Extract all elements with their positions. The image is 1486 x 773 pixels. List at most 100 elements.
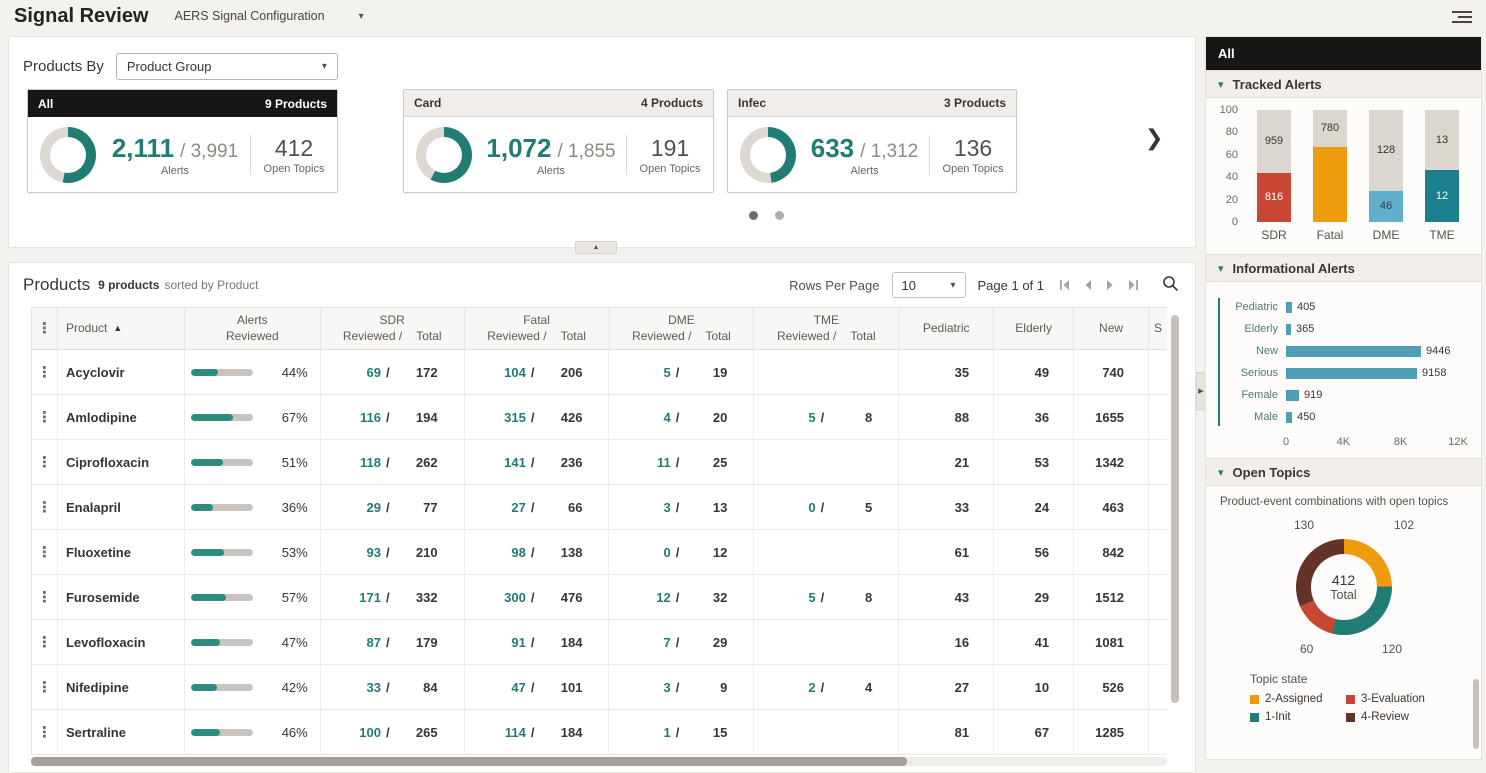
bar-value-label: 919	[1304, 389, 1323, 401]
row-kebab-icon[interactable]: ⋮	[32, 485, 58, 529]
dme-cell[interactable]: 11/25	[609, 440, 755, 484]
row-kebab-icon[interactable]: ⋮	[32, 710, 58, 754]
product-name[interactable]: Fluoxetine	[58, 530, 185, 574]
product-name[interactable]: Acyclovir	[58, 350, 185, 394]
table-row[interactable]: ⋮ Fluoxetine 53% 93/210 98/138 0/12 61 5…	[32, 530, 1167, 575]
table-row[interactable]: ⋮ Amlodipine 67% 116/194 315/426 4/20 5/…	[32, 395, 1167, 440]
subheader-reviewed: Reviewed /	[487, 328, 547, 343]
column-header-label: TME	[813, 312, 839, 327]
product-card-infec[interactable]: Infec 3 Products 633 / 1,312 Alerts 136 …	[727, 89, 1017, 193]
next-page-icon[interactable]	[1104, 279, 1117, 291]
dme-cell[interactable]: 3/13	[609, 485, 755, 529]
tme-cell[interactable]	[754, 530, 900, 574]
carousel-dot-1[interactable]	[749, 211, 758, 220]
dme-cell[interactable]: 5/19	[609, 350, 755, 394]
section-tracked-alerts[interactable]: ▾ Tracked Alerts	[1206, 70, 1481, 98]
table-row[interactable]: ⋮ Furosemide 57% 171/332 300/476 12/32 5…	[32, 575, 1167, 620]
carousel-next-icon[interactable]: ❯	[1145, 125, 1164, 150]
tme-cell[interactable]: 0/5	[754, 485, 900, 529]
product-group-dropdown[interactable]: Product Group ▾	[115, 53, 338, 80]
column-header-new[interactable]: New	[1074, 308, 1150, 349]
pediatric-cell: 81	[899, 710, 995, 754]
collapse-panel-button[interactable]: ▲	[575, 241, 617, 254]
fatal-cell[interactable]: 114/184	[465, 710, 610, 754]
horizontal-scrollbar[interactable]	[31, 757, 1167, 766]
product-name[interactable]: Furosemide	[58, 575, 185, 619]
section-informational-alerts[interactable]: ▾ Informational Alerts	[1206, 254, 1481, 282]
fatal-cell[interactable]: 315/426	[465, 395, 610, 439]
sidebar-scrollbar[interactable]	[1473, 679, 1479, 749]
product-name[interactable]: Nifedipine	[58, 665, 185, 709]
product-name[interactable]: Enalapril	[58, 485, 185, 529]
product-name[interactable]: Sertraline	[58, 710, 185, 754]
sdr-cell[interactable]: 93/210	[321, 530, 465, 574]
row-kebab-icon[interactable]: ⋮	[32, 665, 58, 709]
dme-cell[interactable]: 12/32	[609, 575, 755, 619]
dme-cell[interactable]: 1/15	[609, 710, 755, 754]
product-name[interactable]: Ciprofloxacin	[58, 440, 185, 484]
fatal-cell[interactable]: 27/66	[465, 485, 610, 529]
product-card-all[interactable]: All 9 Products 2,111 / 3,991 Alerts 412 …	[27, 89, 338, 193]
row-kebab-icon[interactable]: ⋮	[32, 530, 58, 574]
sdr-cell[interactable]: 87/179	[321, 620, 465, 664]
row-kebab-icon[interactable]: ⋮	[32, 575, 58, 619]
sdr-cell[interactable]: 100/265	[321, 710, 465, 754]
tme-cell[interactable]: 5/8	[754, 575, 900, 619]
tme-cell[interactable]	[754, 440, 900, 484]
product-card-card[interactable]: Card 4 Products 1,072 / 1,855 Alerts 191…	[403, 89, 714, 193]
product-name[interactable]: Levofloxacin	[58, 620, 185, 664]
tme-cell[interactable]	[754, 710, 900, 754]
fatal-cell[interactable]: 141/236	[465, 440, 610, 484]
row-kebab-icon[interactable]: ⋮	[32, 440, 58, 484]
row-kebab-icon[interactable]: ⋮	[32, 395, 58, 439]
table-row[interactable]: ⋮ Nifedipine 42% 33/84 47/101 3/9 2/4 27…	[32, 665, 1167, 710]
last-page-icon[interactable]	[1127, 279, 1140, 291]
tme-cell[interactable]	[754, 620, 900, 664]
menu-icon[interactable]	[1452, 8, 1472, 24]
column-header-pediatric[interactable]: Pediatric	[899, 308, 995, 349]
column-header-sdr[interactable]: SDR Reviewed / Total	[321, 308, 465, 349]
rows-per-page-select[interactable]: 10 ▾	[891, 272, 966, 298]
table-row[interactable]: ⋮ Levofloxacin 47% 87/179 91/184 7/29 16…	[32, 620, 1167, 665]
signal-configuration-dropdown[interactable]: AERS Signal Configuration ▾	[175, 9, 364, 23]
sdr-cell[interactable]: 116/194	[321, 395, 465, 439]
tme-cell[interactable]: 2/4	[754, 665, 900, 709]
dme-cell[interactable]: 7/29	[609, 620, 755, 664]
product-name[interactable]: Amlodipine	[58, 395, 185, 439]
fatal-cell[interactable]: 300/476	[465, 575, 610, 619]
fatal-cell[interactable]: 104/206	[465, 350, 610, 394]
fatal-cell[interactable]: 47/101	[465, 665, 610, 709]
section-open-topics[interactable]: ▾ Open Topics	[1206, 458, 1481, 486]
tme-cell[interactable]: 5/8	[754, 395, 900, 439]
previous-page-icon[interactable]	[1081, 279, 1094, 291]
fatal-cell[interactable]: 91/184	[465, 620, 610, 664]
sdr-cell[interactable]: 118/262	[321, 440, 465, 484]
row-kebab-icon[interactable]: ⋮	[32, 620, 58, 664]
sdr-cell[interactable]: 69/172	[321, 350, 465, 394]
sidebar-header: All	[1206, 37, 1481, 70]
column-header-product[interactable]: Product ▲	[58, 308, 185, 349]
first-page-icon[interactable]	[1058, 279, 1071, 291]
column-header-elderly[interactable]: Elderly	[994, 308, 1075, 349]
column-header-tme[interactable]: TME Reviewed / Total	[754, 308, 900, 349]
carousel-dot-2[interactable]	[775, 211, 784, 220]
table-row[interactable]: ⋮ Acyclovir 44% 69/172 104/206 5/19 35 4…	[32, 350, 1167, 395]
column-header-alerts-reviewed[interactable]: Alerts Reviewed	[185, 308, 321, 349]
vertical-scrollbar[interactable]	[1171, 313, 1179, 743]
dme-cell[interactable]: 4/20	[609, 395, 755, 439]
dme-cell[interactable]: 0/12	[609, 530, 755, 574]
column-header-dme[interactable]: DME Reviewed / Total	[610, 308, 755, 349]
search-icon[interactable]	[1162, 275, 1179, 295]
tme-cell[interactable]	[754, 350, 900, 394]
table-row[interactable]: ⋮ Ciprofloxacin 51% 118/262 141/236 11/2…	[32, 440, 1167, 485]
column-header-fatal[interactable]: Fatal Reviewed / Total	[465, 308, 610, 349]
sdr-cell[interactable]: 33/84	[321, 665, 465, 709]
dme-cell[interactable]: 3/9	[609, 665, 755, 709]
sdr-cell[interactable]: 171/332	[321, 575, 465, 619]
table-row[interactable]: ⋮ Sertraline 46% 100/265 114/184 1/15 81…	[32, 710, 1167, 755]
sdr-cell[interactable]: 29/77	[321, 485, 465, 529]
row-kebab-icon[interactable]: ⋮	[32, 350, 58, 394]
fatal-cell[interactable]: 98/138	[465, 530, 610, 574]
bar-total-segment: 128	[1369, 110, 1403, 191]
table-row[interactable]: ⋮ Enalapril 36% 29/77 27/66 3/13 0/5 33 …	[32, 485, 1167, 530]
